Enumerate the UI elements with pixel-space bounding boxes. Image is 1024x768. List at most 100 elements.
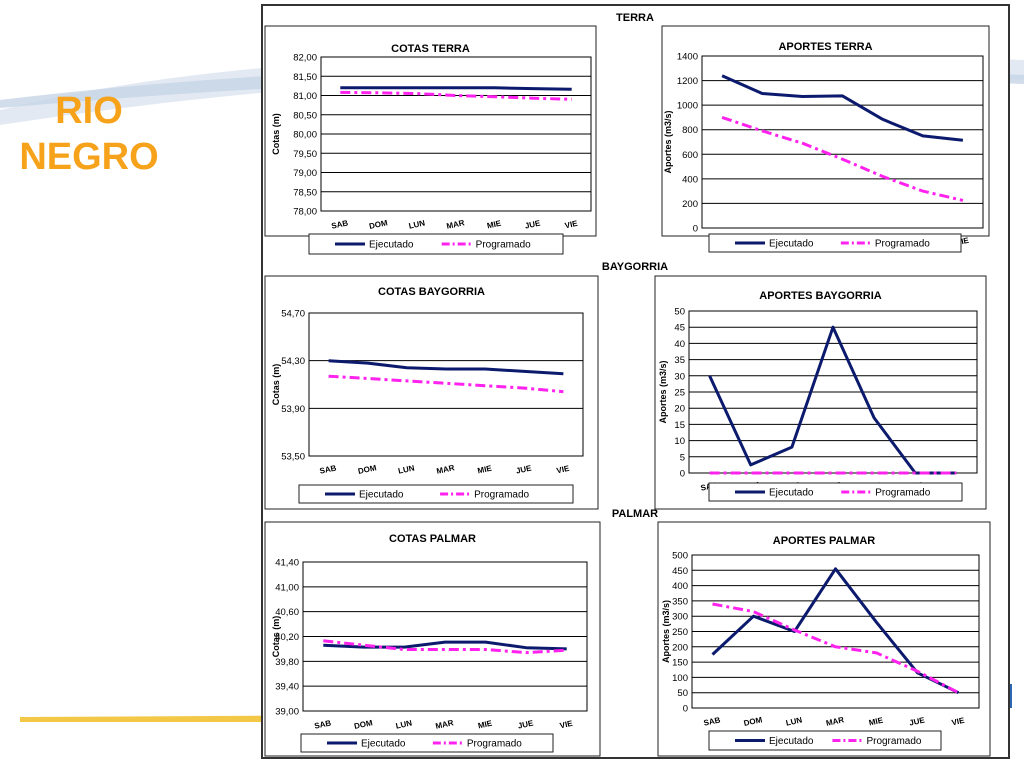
aportes-palmar-ytick-label: 0 — [683, 704, 688, 715]
aportes-palmar-legend — [708, 730, 942, 751]
cotas-palmar-xtick-label: DOM — [353, 718, 373, 731]
cotas-terra-xtick-label: VIE — [564, 219, 579, 231]
aportes-baygorria-ytick-label: 25 — [674, 388, 685, 399]
aportes-terra-ytick-label: 200 — [682, 199, 698, 210]
aportes-terra-plot-area — [701, 55, 984, 229]
aportes-baygorria-title: APORTES BAYGORRIA — [759, 290, 882, 302]
aportes-baygorria-ytick-label: 35 — [674, 355, 685, 366]
cotas-baygorria-legend-label-ejecutado: Ejecutado — [359, 490, 404, 501]
cotas-palmar-xtick-label: JUE — [517, 718, 535, 730]
cotas-terra-ytick-label: 80,00 — [293, 130, 317, 141]
aportes-palmar-ytick-label: 300 — [672, 612, 688, 623]
aportes-baygorria-ytick-label: 5 — [680, 452, 685, 463]
aportes-palmar-plot-area — [691, 554, 980, 709]
aportes-palmar-frame — [657, 521, 991, 757]
cotas-terra-xtick-label: JUE — [524, 218, 542, 230]
cotas-palmar-xtick-label: MAR — [435, 718, 455, 731]
aportes-palmar-xtick-label: LUN — [785, 715, 803, 727]
cotas-palmar-legend-label-ejecutado: Ejecutado — [361, 739, 406, 750]
cotas-palmar-legend-label-programado: Programado — [467, 739, 522, 750]
section-title-baygorria: BAYGORRIA — [602, 261, 668, 273]
aportes-baygorria-legend — [708, 482, 963, 502]
aportes-palmar-xtick-label: DOM — [743, 715, 763, 728]
cotas-terra-xtick-label: LUN — [408, 218, 426, 230]
aportes-terra-ytick-label: 1000 — [677, 101, 698, 112]
aportes-baygorria-ytick-label: 10 — [674, 436, 685, 447]
aportes-baygorria-ytick-label: 15 — [674, 420, 685, 431]
cotas-baygorria-ytick-label: 53,50 — [281, 452, 305, 463]
cotas-baygorria-series-programado-line — [328, 374, 564, 394]
charts-canvas: TERRA BAYGORRIA PALMAR COTAS TERRA 82,00 81,5… — [264, 12, 991, 757]
cotas-palmar-series-programado-line — [323, 639, 567, 655]
cotas-baygorria-xtick-label: SAB — [319, 463, 338, 475]
aportes-terra-ytick-label: 0 — [693, 224, 698, 235]
cotas-terra-xtick-label: MIE — [486, 219, 502, 231]
cotas-palmar-xtick-label: VIE — [559, 719, 574, 731]
aportes-baygorria-legend-label-ejecutado: Ejecutado — [769, 488, 814, 499]
cotas-baygorria-series-ejecutado-line — [328, 359, 564, 376]
cotas-palmar-xtick-label: MIE — [477, 719, 493, 731]
aportes-terra-legend-label-ejecutado: Ejecutado — [769, 239, 814, 250]
cotas-palmar-ylabel: Cotas (m) — [271, 616, 281, 658]
cotas-palmar-title: COTAS PALMAR — [389, 533, 476, 545]
cotas-terra-ytick-label: 78,50 — [293, 187, 317, 198]
aportes-palmar-xtick-label: MIE — [868, 716, 884, 728]
aportes-palmar-ytick-label: 200 — [672, 642, 688, 653]
aportes-terra-legend — [708, 233, 962, 253]
cotas-baygorria-frame — [264, 275, 599, 510]
aportes-palmar-xtick-label: MAR — [825, 715, 845, 728]
cotas-baygorria-xtick-label: MIE — [477, 464, 493, 476]
cotas-palmar-ytick-label: 39,00 — [275, 707, 299, 718]
aportes-terra-legend-label-programado: Programado — [875, 239, 930, 250]
cotas-baygorria-plot-area — [308, 312, 584, 457]
cotas-palmar-ytick-label: 40,60 — [275, 607, 299, 618]
aportes-palmar-ytick-label: 150 — [672, 658, 688, 669]
cotas-palmar-legend — [300, 733, 554, 753]
cotas-baygorria-legend-label-programado: Programado — [474, 490, 529, 501]
cotas-palmar-ytick-label: 39,40 — [275, 682, 299, 693]
cotas-terra-ytick-label: 80,50 — [293, 110, 317, 121]
cotas-terra-xtick-label: MAR — [446, 218, 466, 231]
aportes-baygorria-ytick-label: 0 — [680, 469, 685, 480]
cotas-terra-ytick-label: 82,00 — [293, 53, 317, 64]
aportes-palmar-legend-label-ejecutado: Ejecutado — [769, 736, 814, 747]
cotas-palmar-ytick-label: 41,40 — [275, 558, 299, 569]
cotas-palmar-ytick-label: 40,20 — [275, 632, 299, 643]
slide-title-line1: RIO — [55, 90, 123, 132]
cotas-terra-series-ejecutado-line — [340, 86, 572, 91]
cotas-baygorria-ytick-label: 54,30 — [281, 356, 305, 367]
slide-title: RIO NEGRO — [14, 88, 164, 180]
cotas-baygorria-xtick-label: LUN — [397, 463, 415, 475]
aportes-terra-ytick-label: 1200 — [677, 76, 698, 87]
cotas-terra-xtick-label: DOM — [368, 218, 388, 231]
cotas-terra-ytick-label: 79,00 — [293, 168, 317, 179]
cotas-terra-legend-label-programado: Programado — [476, 240, 531, 251]
aportes-terra-series-programado-line — [721, 115, 964, 202]
cotas-terra-legend — [308, 233, 564, 255]
aportes-palmar-title: APORTES PALMAR — [773, 535, 876, 547]
cotas-terra-title: COTAS TERRA — [391, 43, 470, 55]
cotas-baygorria-xtick-label: DOM — [357, 463, 377, 476]
aportes-palmar-legend-label-programado: Programado — [866, 736, 921, 747]
aportes-baygorria-legend-label-programado: Programado — [875, 488, 930, 499]
aportes-palmar-ytick-label: 250 — [672, 627, 688, 638]
aportes-terra-ytick-label: 400 — [682, 174, 698, 185]
aportes-palmar-ytick-label: 350 — [672, 596, 688, 607]
section-title-palmar: PALMAR — [612, 508, 658, 520]
aportes-palmar-series-programado-line — [712, 602, 960, 695]
cotas-baygorria-xtick-label: JUE — [515, 463, 533, 475]
aportes-palmar-ylabel: Aportes (m3/s) — [661, 600, 671, 663]
cotas-baygorria-legend — [298, 484, 574, 504]
aportes-baygorria-ytick-label: 50 — [674, 307, 685, 318]
aportes-baygorria-plot-area — [688, 310, 978, 474]
aportes-terra-xtick-label: VIE — [955, 236, 970, 248]
aportes-palmar-ytick-label: 50 — [677, 688, 688, 699]
slide-title-line2: NEGRO — [19, 136, 159, 178]
aportes-terra-frame — [661, 25, 990, 237]
cotas-terra-ytick-label: 78,00 — [293, 207, 317, 218]
aportes-baygorria-ytick-label: 45 — [674, 323, 685, 334]
cotas-terra-ytick-label: 79,50 — [293, 149, 317, 160]
cotas-baygorria-ytick-label: 54,70 — [281, 309, 305, 320]
cotas-palmar-xtick-label: LUN — [395, 718, 413, 730]
cotas-terra-plot-area — [320, 56, 592, 212]
